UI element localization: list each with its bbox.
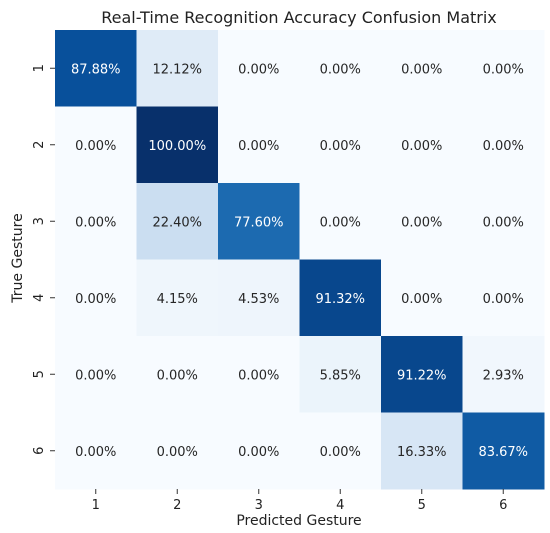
y-tick-label: 3 <box>32 217 47 225</box>
cell-value-label: 0.00% <box>320 62 361 77</box>
cell-value-label: 0.00% <box>238 368 279 383</box>
y-tick-label: 6 <box>32 447 47 455</box>
heatmap-cell-r1-c6 <box>462 30 545 107</box>
heatmap-cell-r2-c6 <box>462 106 545 184</box>
x-tick-label: 1 <box>92 498 100 513</box>
heatmap-cell-r6-c4 <box>299 412 382 490</box>
x-tick-label: 6 <box>499 498 507 513</box>
cell-value-label: 0.00% <box>483 215 524 230</box>
cell-value-label: 100.00% <box>148 139 206 154</box>
heatmap-cell-r5-c6 <box>462 336 545 413</box>
cell-value-label: 0.00% <box>75 292 116 307</box>
heatmap-cell-r6-c2 <box>136 412 219 490</box>
y-tick-label: 2 <box>32 141 47 149</box>
heatmap-cell-r2-c1 <box>55 106 137 184</box>
x-axis-label: Predicted Gesture <box>236 513 361 529</box>
y-axis-label: True Gesture <box>10 213 26 303</box>
cell-value-label: 0.00% <box>483 62 524 77</box>
cell-value-label: 0.00% <box>238 139 279 154</box>
x-tick-label: 3 <box>255 498 263 513</box>
cell-value-label: 5.85% <box>320 368 361 383</box>
heatmap-cell-r4-c3 <box>218 259 300 337</box>
cell-value-label: 0.00% <box>238 445 279 460</box>
heatmap-cell-r2-c3 <box>218 106 300 184</box>
cell-value-label: 0.00% <box>157 445 198 460</box>
heatmap-cell-r3-c5 <box>381 183 463 260</box>
cell-value-label: 91.22% <box>397 368 447 383</box>
heatmap-cell-r1-c1 <box>55 30 137 107</box>
x-tick-label: 5 <box>418 498 426 513</box>
x-axis-ticks: 1 2 3 4 5 6 <box>92 489 507 513</box>
heatmap-cell-r4-c1 <box>55 259 137 337</box>
cell-value-label: 0.00% <box>401 215 442 230</box>
cell-value-label: 0.00% <box>401 292 442 307</box>
cell-value-label: 4.53% <box>238 292 279 307</box>
y-axis-ticks: 1 2 3 4 5 6 <box>32 64 55 455</box>
cell-value-label: 0.00% <box>320 139 361 154</box>
heatmap-cell-r4-c6 <box>462 259 545 337</box>
cell-value-label: 2.93% <box>483 368 524 383</box>
heatmap-cell-r6-c5 <box>381 412 463 490</box>
heatmap-cell-r6-c6 <box>462 412 545 490</box>
chart-title: Real-Time Recognition Accuracy Confusion… <box>101 8 497 27</box>
heatmap-cell-r3-c3 <box>218 183 300 260</box>
heatmap-cell-r1-c4 <box>299 30 382 107</box>
heatmap-cell-r1-c2 <box>136 30 219 107</box>
cell-value-label: 16.33% <box>397 445 447 460</box>
cell-value-label: 4.15% <box>157 292 198 307</box>
cell-value-label: 0.00% <box>483 292 524 307</box>
cell-value-label: 91.32% <box>315 292 365 307</box>
heatmap-cell-r1-c3 <box>218 30 300 107</box>
cell-value-label: 12.12% <box>152 62 202 77</box>
cell-value-label: 0.00% <box>401 62 442 77</box>
cell-value-label: 87.88% <box>71 62 121 77</box>
heatmap-cell-r3-c4 <box>299 183 382 260</box>
heatmap-cell-r2-c2 <box>136 106 219 184</box>
cell-value-label: 0.00% <box>238 62 279 77</box>
heatmap-cell-r4-c2 <box>136 259 219 337</box>
cell-value-label: 0.00% <box>75 139 116 154</box>
heatmap-cell-r2-c4 <box>299 106 382 184</box>
y-tick-label: 1 <box>32 64 47 72</box>
heatmap-cell-r6-c3 <box>218 412 300 490</box>
cell-value-label: 0.00% <box>320 215 361 230</box>
y-tick-label: 5 <box>32 370 47 378</box>
heatmap-cell-r5-c1 <box>55 336 137 413</box>
cell-value-label: 83.67% <box>478 445 528 460</box>
cell-value-label: 0.00% <box>320 445 361 460</box>
heatmap-cell-r3-c6 <box>462 183 545 260</box>
heatmap-cell-r5-c3 <box>218 336 300 413</box>
heatmap-cell-r5-c2 <box>136 336 219 413</box>
cell-value-label: 0.00% <box>157 368 198 383</box>
cell-value-label: 0.00% <box>483 139 524 154</box>
heatmap-cell-r5-c4 <box>299 336 382 413</box>
cell-value-label: 22.40% <box>152 215 202 230</box>
heatmap-cell-r5-c5 <box>381 336 463 413</box>
y-tick-label: 4 <box>32 294 47 302</box>
cell-value-label: 0.00% <box>75 215 116 230</box>
heatmap-cells: 87.88% 12.12% 0.00% 0.00% 0.00% 0.00% 0.00% 100… <box>55 30 545 490</box>
cell-value-label: 0.00% <box>401 139 442 154</box>
heatmap-cell-r4-c5 <box>381 259 463 337</box>
x-tick-label: 2 <box>173 498 181 513</box>
heatmap-cell-r3-c2 <box>136 183 219 260</box>
heatmap-cell-r3-c1 <box>55 183 137 260</box>
heatmap-cell-r1-c5 <box>381 30 463 107</box>
heatmap-cell-r4-c4 <box>299 259 382 337</box>
heatmap-cell-r6-c1 <box>55 412 137 490</box>
x-tick-label: 4 <box>336 498 344 513</box>
cell-value-label: 0.00% <box>75 445 116 460</box>
cell-value-label: 0.00% <box>75 368 116 383</box>
heatmap-cell-r2-c5 <box>381 106 463 184</box>
cell-value-label: 77.60% <box>234 215 284 230</box>
